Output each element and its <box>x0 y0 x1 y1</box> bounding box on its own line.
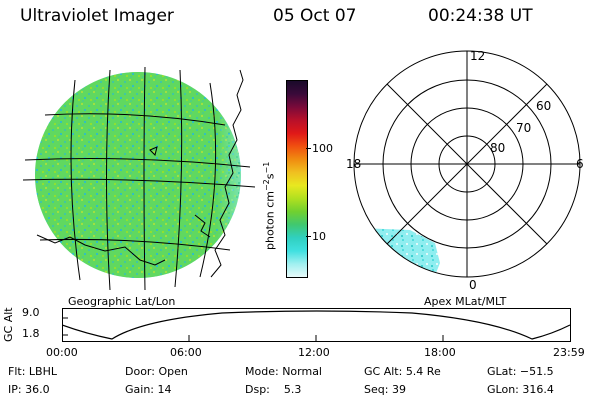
colorbar-unit-label: photon cm−2s−1 <box>262 120 277 250</box>
aurora-intensity-map <box>35 72 241 278</box>
colorbar <box>286 80 308 278</box>
info-ip-key: IP: <box>8 383 22 396</box>
colorbar-unit-mid: s <box>263 173 277 180</box>
altitude-xtick-2: 12:00 <box>298 346 330 359</box>
info-glon-key: GLon: <box>487 383 519 396</box>
info-door-value: Open <box>158 365 188 378</box>
info-flt-value: LBHL <box>28 365 57 378</box>
info-gain-key: Gain: <box>125 383 154 396</box>
info-gcalt-value: 5.4 Re <box>405 365 441 378</box>
mlat-label-70: 70 <box>516 121 531 135</box>
altitude-ylabel-wrap: GC Alt <box>2 302 18 344</box>
mlt-label-0: 0 <box>469 278 477 292</box>
mlt-label-6: 6 <box>576 157 584 171</box>
colorbar-tickmark-10 <box>306 236 311 237</box>
mlat-label-80: 80 <box>490 141 505 155</box>
mlat-label-60: 60 <box>536 99 551 113</box>
info-mode: Mode: Normal <box>245 365 322 378</box>
altitude-ytick-max: 9.0 <box>22 306 40 319</box>
altitude-ylabel: GC Alt <box>2 307 15 342</box>
polar-plot: 12 18 6 0 60 70 80 <box>346 49 584 292</box>
info-gcalt: GC Alt: 5.4 Re <box>364 365 441 378</box>
info-dsp-key: Dsp: <box>245 383 270 396</box>
info-flt: Flt: LBHL <box>8 365 57 378</box>
geographic-image <box>22 66 256 291</box>
info-glat-value: −51.5 <box>519 365 554 378</box>
info-dsp-value: 5.3 <box>283 383 302 396</box>
coastline-outline <box>36 69 244 278</box>
info-door: Door: Open <box>125 365 188 378</box>
time-label: 00:24:38 UT <box>428 6 533 26</box>
colorbar-unit-sup2: −1 <box>262 161 271 174</box>
polar-grid <box>353 50 581 278</box>
info-dsp: Dsp: 5.3 <box>245 383 301 396</box>
mlt-label-12: 12 <box>470 49 485 63</box>
info-mode-value: Normal <box>282 365 322 378</box>
mlt-label-18: 18 <box>346 157 361 171</box>
colorbar-unit-sup1: −2 <box>262 179 271 192</box>
info-glat: GLat: −51.5 <box>487 365 554 378</box>
altitude-xtick-0: 00:00 <box>46 346 78 359</box>
right-panel-label: Apex MLat/MLT <box>424 295 507 308</box>
info-door-key: Door: <box>125 365 155 378</box>
colorbar-tickmark-100 <box>306 148 311 149</box>
info-seq-key: Seq: <box>364 383 389 396</box>
info-glat-key: GLat: <box>487 365 517 378</box>
altitude-ytick-min: 1.8 <box>22 327 40 340</box>
info-gain: Gain: 14 <box>125 383 172 396</box>
info-flt-key: Flt: <box>8 365 26 378</box>
info-ip: IP: 36.0 <box>8 383 50 396</box>
app-title: Ultraviolet Imager <box>20 6 174 26</box>
date-label: 05 Oct 07 <box>273 6 357 26</box>
altitude-plot <box>62 308 571 342</box>
info-glon: GLon: 316.4 <box>487 383 554 396</box>
info-seq: Seq: 39 <box>364 383 406 396</box>
altitude-xtick-4: 23:59 <box>553 346 585 359</box>
polar-aurora-region <box>360 228 440 277</box>
altitude-xtick-3: 18:00 <box>424 346 456 359</box>
left-panel-label: Geographic Lat/Lon <box>68 295 176 308</box>
info-gain-value: 14 <box>157 383 172 396</box>
info-gcalt-key: GC Alt: <box>364 365 403 378</box>
colorbar-unit-text: photon cm <box>263 191 277 250</box>
info-ip-value: 36.0 <box>25 383 50 396</box>
altitude-xtick-1: 06:00 <box>170 346 202 359</box>
info-glon-value: 316.4 <box>522 383 554 396</box>
colorbar-tick-10: 10 <box>312 230 326 243</box>
colorbar-tick-100: 100 <box>312 142 333 155</box>
info-seq-value: 39 <box>391 383 406 396</box>
info-mode-key: Mode: <box>245 365 279 378</box>
altitude-curve <box>62 310 571 340</box>
